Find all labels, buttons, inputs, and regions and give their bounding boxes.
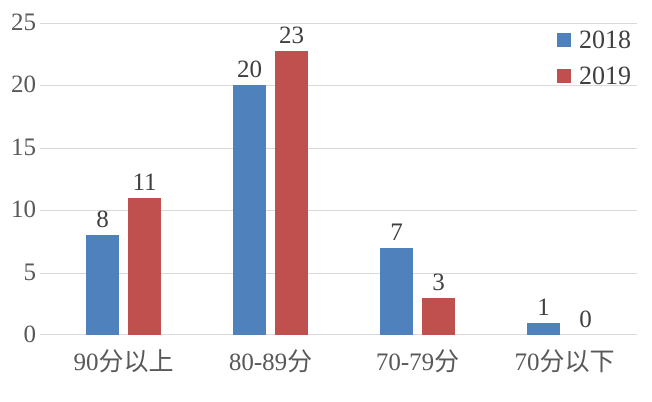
y-tick-label-5: 5	[23, 258, 37, 286]
bar-value-label: 7	[390, 218, 403, 246]
gridline-20	[40, 85, 637, 87]
x-category-label: 90分以上	[73, 349, 174, 376]
bar-column-2019: 11	[128, 23, 161, 335]
bar-value-label: 0	[579, 306, 592, 333]
bar-column-2019: 23	[275, 23, 308, 335]
legend-item-2018: 2018	[557, 27, 631, 53]
x-category-label: 70分以下	[514, 349, 615, 376]
gridline-5	[40, 272, 637, 274]
bar-value-label: 8	[96, 206, 109, 234]
bar-2018	[233, 85, 266, 335]
legend-label: 2019	[579, 61, 631, 90]
bar-value-label: 1	[537, 293, 550, 321]
bar-group-1: 8 11	[50, 23, 197, 335]
bar-2018	[86, 235, 119, 335]
bar-column-2019: 3	[422, 23, 455, 335]
bar-value-label: 20	[237, 56, 262, 84]
gridline-25	[40, 23, 637, 24]
bar-column-2018: 1	[527, 23, 560, 335]
legend-label: 2018	[579, 25, 631, 54]
legend-swatch-icon	[557, 69, 571, 83]
gridline-0	[40, 334, 637, 335]
y-tick-label-25: 25	[11, 9, 36, 36]
x-category-label: 80-89分	[228, 349, 313, 376]
bar-2018	[527, 322, 560, 335]
legend: 2018 2019	[557, 27, 631, 89]
bar-column-2018: 8	[86, 23, 119, 335]
bar-2019	[422, 297, 455, 335]
bar-value-label: 3	[432, 268, 445, 296]
legend-swatch-icon	[557, 33, 571, 47]
y-tick-label-20: 20	[11, 71, 36, 99]
bar-2019	[275, 51, 308, 335]
bar-value-label: 23	[279, 22, 304, 49]
bar-2018	[380, 247, 413, 335]
x-category-label: 70-79分	[375, 349, 460, 376]
bar-column-2018: 7	[380, 23, 413, 335]
y-tick-label-10: 10	[11, 196, 36, 224]
bar-2019	[128, 197, 161, 335]
bar-column-2019: 0	[569, 23, 602, 335]
gridline-15	[40, 147, 637, 149]
plot-area	[40, 23, 637, 335]
gridline-10	[40, 210, 637, 212]
legend-item-2019: 2019	[557, 63, 631, 89]
y-tick-label-0: 0	[23, 321, 37, 348]
bar-value-label: 11	[132, 168, 157, 196]
y-tick-label-15: 15	[11, 133, 36, 161]
bar-group-2: 20 23	[197, 23, 344, 335]
bar-column-2018: 20	[233, 23, 266, 335]
